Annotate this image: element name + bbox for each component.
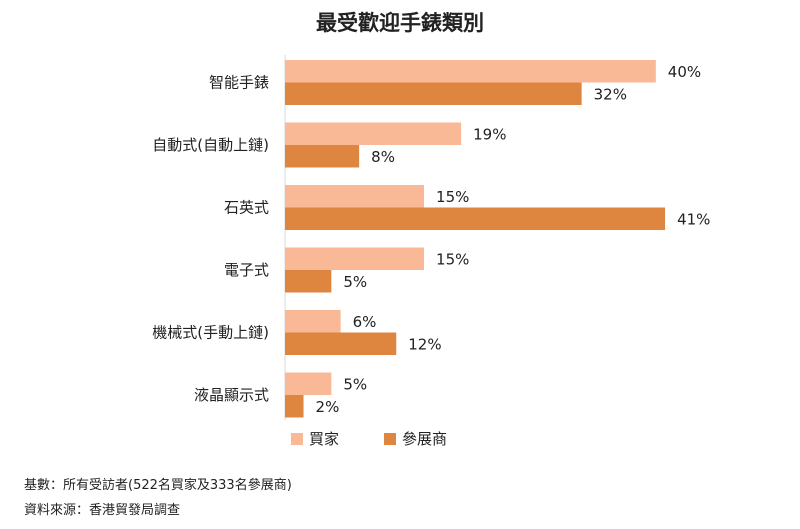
bars-group: 智能手錶 40% 32% 自動式(自動上鏈) 19% 8% 石英式 15% 41% 電子式 15% 5…	[152, 60, 710, 418]
legend-label: 買家	[309, 430, 339, 448]
category-label: 液晶顯示式	[194, 386, 269, 404]
data-label: 5%	[343, 376, 367, 394]
category-label: 自動式(自動上鏈)	[152, 136, 269, 154]
legend-label: 參展商	[402, 430, 447, 448]
data-label: 15%	[436, 251, 469, 269]
bar-exhibitor	[285, 270, 332, 293]
legend-swatch	[384, 433, 396, 445]
data-label: 32%	[594, 86, 627, 104]
data-label: 40%	[668, 63, 701, 81]
data-label: 8%	[371, 148, 395, 166]
data-label: 15%	[436, 188, 469, 206]
bar-buyer	[285, 185, 425, 208]
data-label: 41%	[677, 211, 710, 229]
data-label: 19%	[473, 126, 506, 144]
bar-buyer	[285, 122, 462, 145]
category-label: 機械式(手動上鏈)	[152, 324, 269, 342]
bar-buyer	[285, 310, 341, 333]
bar-exhibitor	[285, 207, 666, 230]
bar-buyer	[285, 247, 425, 270]
bar-buyer	[285, 60, 656, 83]
category-label: 智能手錶	[209, 74, 269, 92]
bar-buyer	[285, 372, 332, 395]
chart: 最受歡迎手錶類別 智能手錶 40% 32% 自動式(自動上鏈) 19% 8% 石英式 15% 4…	[152, 10, 710, 448]
data-label: 6%	[353, 313, 377, 331]
bar-exhibitor	[285, 145, 360, 168]
category-label: 電子式	[224, 261, 269, 279]
base-note: 基數：所有受訪者(522名買家及333名參展商)	[24, 478, 292, 493]
legend: 買家 參展商	[291, 430, 447, 448]
bar-exhibitor	[285, 82, 582, 105]
source-note: 資料來源：香港貿發局調查	[24, 503, 181, 518]
legend-swatch	[291, 433, 303, 445]
bar-exhibitor	[285, 395, 304, 418]
data-label: 2%	[316, 398, 340, 416]
data-label: 5%	[343, 273, 367, 291]
bar-exhibitor	[285, 332, 397, 355]
category-label: 石英式	[224, 199, 269, 217]
data-label: 12%	[408, 336, 441, 354]
chart-title: 最受歡迎手錶類別	[316, 10, 484, 35]
